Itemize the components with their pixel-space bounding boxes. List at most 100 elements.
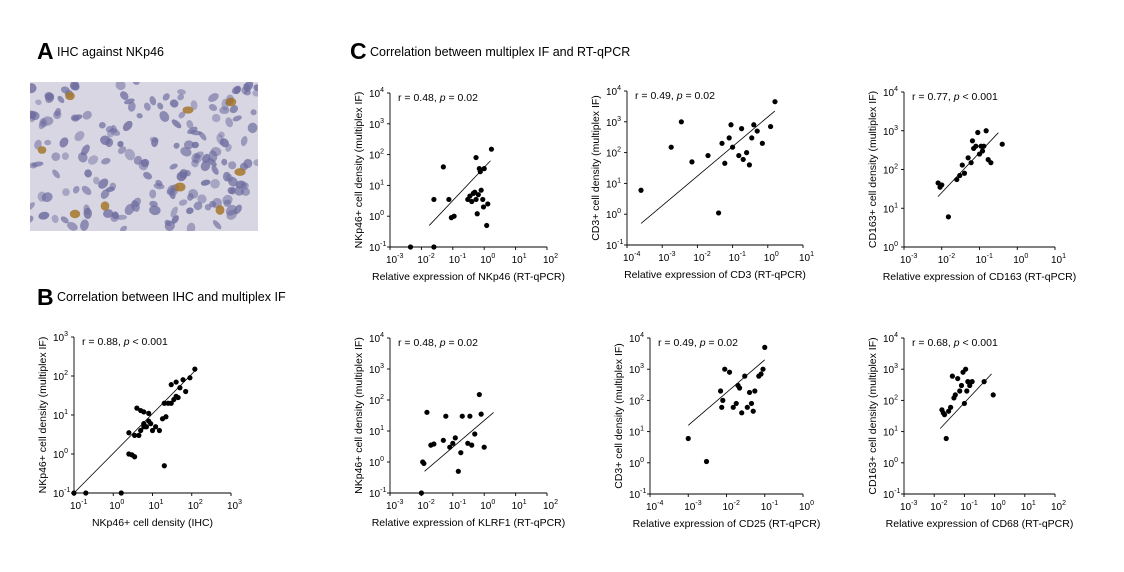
y-tick-label: 101 [53,409,68,422]
data-point [981,143,987,149]
y-tick-label: 10-1 [369,241,386,254]
x-axis-title: Relative expression of KLRF1 (RT-qPCR) [372,517,566,529]
data-point [685,435,691,442]
data-point [981,379,987,385]
nucleus [60,216,69,224]
y-tick-label: 101 [629,426,644,439]
nucleus [74,131,85,142]
data-point [719,404,725,410]
data-point [447,444,453,450]
x-tick-label: 102 [1051,500,1066,513]
x-tick-exponent: 0 [491,499,495,506]
stat-p-label: p [699,337,706,349]
y-tick-label: 104 [629,332,644,345]
data-point [481,444,487,450]
nucleus [229,186,236,195]
x-tick-label: 100 [109,499,124,512]
x-tick-label: 101 [512,499,527,512]
data-point [941,412,948,418]
nucleus [110,212,120,222]
nucleus [133,155,143,165]
data-point [136,432,142,438]
nucleus [59,137,69,148]
nucleus [225,204,237,216]
nucleus [60,86,70,94]
data-point [739,410,745,416]
data-point [979,148,986,154]
data-point [132,454,138,460]
data-point [134,405,140,411]
y-tick-label: 104 [369,87,384,100]
nucleus [167,185,175,195]
nucleus [210,178,220,189]
data-point [705,152,711,159]
data-point [484,222,490,229]
data-point [955,375,961,382]
data-point [722,160,728,166]
data-point [168,400,174,406]
y-tick-label: 100 [629,457,644,470]
x-tick-label: 10-3 [684,500,701,513]
data-point [451,213,457,219]
data-point [478,411,484,417]
data-point [957,172,963,179]
correlation-stat: r = 0.49, p = 0.02 [658,337,738,349]
y-tick-label: 10-1 [369,487,386,500]
data-point [965,379,971,385]
nucleus [253,84,258,91]
nucleus [143,171,153,180]
nucleus [117,146,127,155]
correlation-stat: r = 0.88, p < 0.001 [82,336,168,348]
data-point [450,440,456,446]
nucleus [38,120,46,130]
nucleus [61,152,69,160]
x-tick-label: 10-2 [417,253,434,266]
nucleus [180,147,192,157]
data-point [772,99,778,105]
data-point [678,119,684,125]
data-point [156,427,163,434]
y-axis-title: CD3+ cell density (multiplex IF) [590,95,602,241]
y-tick-exponent: 2 [640,394,644,401]
stat-p-value: = 0.02 [446,337,479,349]
stat-p-value: < 0.001 [960,337,998,349]
x-tick-label: 100 [991,500,1006,513]
x-tick-exponent: 1 [523,253,527,260]
x-axis-title: Relative expression of NKp46 (RT-qPCR) [372,271,565,283]
nucleus [52,169,61,179]
data-point [726,135,732,141]
y-tick-exponent: 3 [380,363,384,370]
y-tick-exponent: -1 [64,487,70,494]
y-tick-exponent: 4 [894,332,898,339]
data-point [767,123,774,130]
nucleus [200,179,211,186]
nucleus [231,85,242,95]
data-point [168,382,174,388]
x-tick-label: 100 [480,253,495,266]
nucleus [101,157,111,165]
data-point [452,435,458,441]
nucleus [30,162,38,169]
chart-c2: 10-4 10-3 10-2 10-1 100 10110-110010110210310… [590,85,814,281]
nucleus [216,134,225,146]
stat-p-value: = 0.02 [683,90,716,102]
data-point [431,244,437,250]
data-point [469,198,475,205]
nucleus [84,169,92,178]
x-tick-exponent: -4 [634,251,640,258]
x-tick-label: 10-3 [900,500,917,513]
x-tick-label: 10-4 [646,500,663,513]
data-point [180,377,186,383]
data-point [968,160,974,166]
nucleus [57,95,65,104]
nucleus [208,93,219,103]
nucleus [132,82,140,85]
nkp46-positive-cell [225,97,237,107]
y-tick-label: 102 [369,149,384,162]
data-point [183,388,189,395]
y-tick-label: 103 [369,363,384,376]
stat-p-value: < 0.001 [960,91,998,103]
nucleus [219,106,230,115]
data-point [163,414,169,420]
